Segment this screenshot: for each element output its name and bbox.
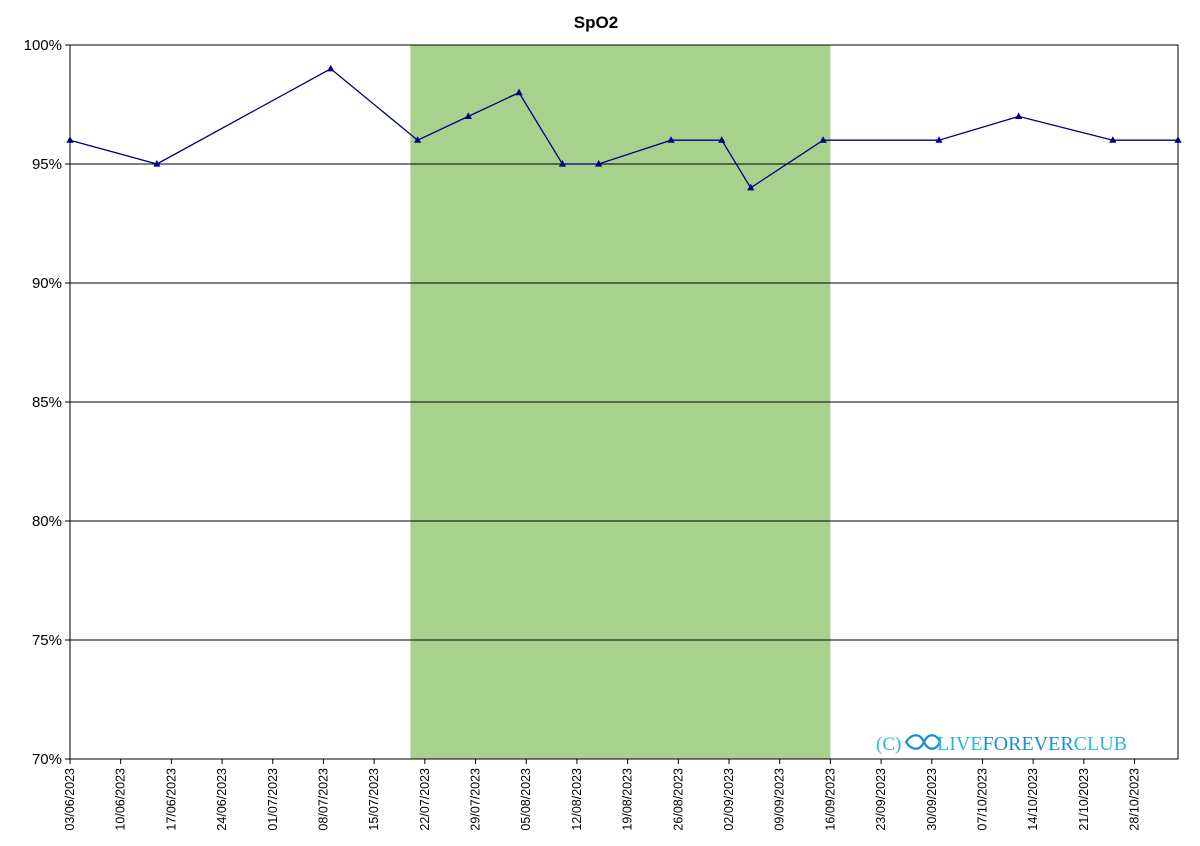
y-tick-label: 95% [32, 156, 62, 173]
data-point-marker [747, 183, 755, 191]
x-tick-label: 16/09/2023 [823, 768, 837, 831]
x-tick-label: 10/06/2023 [114, 768, 128, 831]
x-tick-label: 07/10/2023 [975, 768, 989, 831]
x-tick-label: 14/10/2023 [1026, 768, 1040, 831]
data-point-marker [153, 160, 161, 167]
x-tick-label: 28/10/2023 [1128, 768, 1142, 831]
y-tick-label: 70% [32, 751, 62, 768]
x-tick-label: 03/06/2023 [63, 768, 77, 831]
y-tick-label: 90% [32, 275, 62, 292]
data-point-marker [819, 136, 827, 143]
plot-area: 70% 75% 80% 85% 90% 95% 100% 03/06/2023 10/06/20… [24, 37, 1182, 831]
y-tick-label: 75% [32, 632, 62, 649]
x-tick-label: 23/09/2023 [874, 768, 888, 831]
infinity-logo-icon [904, 734, 942, 750]
data-point-marker [595, 160, 603, 167]
x-tick-label: 21/10/2023 [1077, 768, 1091, 831]
data-point-marker [935, 136, 943, 143]
watermark: (C) LIVEFOREVERCLUB [876, 733, 1127, 755]
y-tick-label: 100% [24, 37, 62, 54]
x-tick-label: 05/08/2023 [519, 768, 533, 831]
x-tick-label: 15/07/2023 [367, 768, 381, 831]
x-tick-label: 22/07/2023 [418, 768, 432, 831]
series-line [69, 68, 1178, 189]
watermark-club: CLUB [1074, 733, 1127, 755]
data-point-marker [327, 64, 335, 72]
data-point-marker [414, 136, 422, 143]
x-tick-label: 02/09/2023 [722, 768, 736, 831]
y-tick-label: 80% [32, 513, 62, 530]
data-point-marker [558, 160, 567, 167]
watermark-live: LIVE [937, 733, 983, 755]
data-point-marker [1015, 112, 1023, 119]
x-tick-label: 29/07/2023 [469, 768, 483, 831]
x-tick-label: 26/08/2023 [671, 768, 685, 831]
data-point-marker [515, 88, 523, 96]
data-point-marker [1174, 136, 1182, 143]
watermark-copyright: (C) [876, 734, 901, 755]
watermark-brand: LIVEFOREVERCLUB [937, 733, 1127, 755]
x-tick-label: 19/08/2023 [621, 768, 635, 831]
data-point-marker [667, 136, 675, 143]
x-tick-label: 01/07/2023 [266, 768, 280, 831]
chart-title: SpO2 [574, 13, 618, 32]
x-tick-label: 17/06/2023 [164, 768, 178, 831]
x-tick-label: 30/09/2023 [925, 768, 939, 831]
data-point-marker [1109, 136, 1117, 143]
x-tick-label: 09/09/2023 [773, 768, 787, 831]
x-tick-label: 08/07/2023 [316, 768, 330, 831]
data-point-marker [718, 136, 726, 143]
x-tick-label: 12/08/2023 [570, 768, 584, 831]
data-point-marker [464, 112, 472, 119]
data-point-marker [66, 136, 74, 143]
watermark-forever: FOREVER [983, 733, 1075, 755]
x-tick-label: 24/06/2023 [215, 768, 229, 831]
y-tick-label: 85% [32, 394, 62, 411]
